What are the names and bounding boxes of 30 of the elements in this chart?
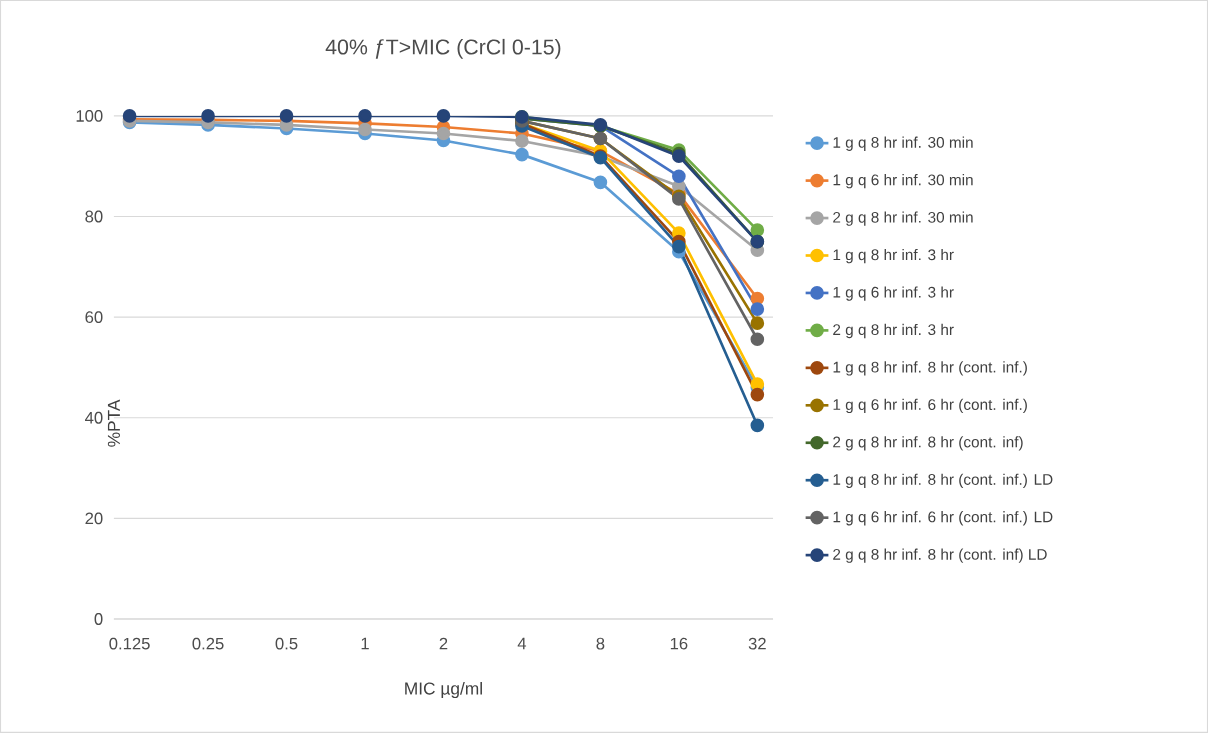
legend-label: 1 g q 8 hr inf. 30 min bbox=[833, 136, 973, 151]
legend-label: 1 g q 6 hr inf. 6 hr (cont. inf.) LD bbox=[833, 511, 1053, 526]
legend-label: 1 g q 6 hr inf. 3 hr bbox=[833, 286, 954, 301]
x-axis-title: MIC µg/ml bbox=[405, 681, 482, 699]
x-tick-label: 32 bbox=[748, 637, 766, 650]
legend-label: 2 g q 8 hr inf. 3 hr bbox=[833, 323, 954, 339]
y-axis-title: %PTA bbox=[107, 399, 120, 447]
y-tick-label: 60 bbox=[85, 311, 103, 324]
x-tick-label: 0.25 bbox=[192, 637, 224, 650]
y-tick-label: 100 bbox=[76, 110, 103, 122]
legend-label: 1 g q 8 hr inf. 3 hr bbox=[833, 249, 954, 264]
x-tick-label: 16 bbox=[670, 637, 688, 650]
chart-title: 40% ƒT>MIC (CrCl 0-15) bbox=[325, 38, 561, 59]
legend-label: 1 g q 8 hr inf. 8 hr (cont. inf.) LD bbox=[833, 473, 1053, 488]
legend-label: 2 g q 8 hr inf. 8 hr (cont. inf) LD bbox=[833, 548, 1047, 563]
x-tick-label: 8 bbox=[596, 637, 605, 650]
x-tick-label: 1 bbox=[361, 637, 369, 650]
legend-label: 1 g q 8 hr inf. 8 hr (cont. inf.) bbox=[833, 361, 1027, 376]
legend-label: 1 g q 6 hr inf. 6 hr (cont. inf.) bbox=[833, 398, 1027, 414]
x-tick-label: 4 bbox=[517, 637, 527, 650]
legend-label: 2 g q 8 hr inf. 8 hr (cont. inf) bbox=[833, 436, 1023, 451]
y-tick-label: 80 bbox=[85, 210, 103, 223]
x-tick-label: 2 bbox=[439, 637, 448, 650]
legend-label: 2 g q 8 hr inf. 30 min bbox=[833, 211, 973, 226]
x-tick-label: 0.125 bbox=[109, 637, 150, 650]
legend-label: 1 g q 6 hr inf. 30 min bbox=[833, 174, 973, 189]
y-tick-label: 40 bbox=[85, 411, 103, 424]
y-tick-label: 20 bbox=[85, 512, 103, 525]
x-tick-label: 0.5 bbox=[275, 637, 298, 650]
y-tick-label: 0 bbox=[94, 613, 103, 625]
